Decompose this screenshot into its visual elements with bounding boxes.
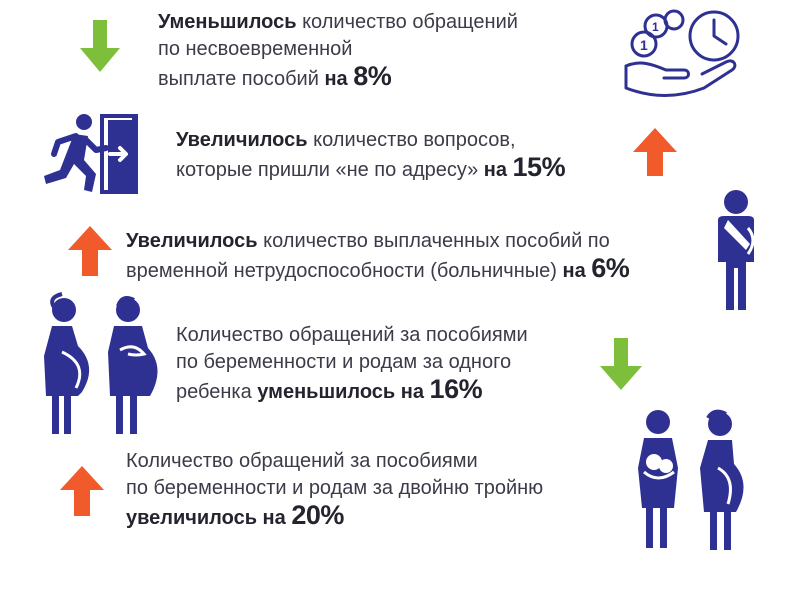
text-line: Количество обращений за пособиями bbox=[176, 324, 528, 346]
text-line: которые пришли «не по адресу» на 15% bbox=[176, 152, 566, 182]
stat-item-maternity-single: Количество обращений за пособиями по бер… bbox=[176, 322, 528, 406]
percent-value: 16% bbox=[429, 374, 483, 404]
percent-value: 8% bbox=[353, 61, 392, 91]
svg-text:1: 1 bbox=[652, 20, 659, 34]
text-line: по беременности и родам за одного bbox=[176, 351, 512, 373]
pregnant-women-twins-icon bbox=[628, 408, 752, 552]
down-arrow-icon bbox=[600, 338, 642, 390]
percent-value: 20% bbox=[291, 500, 344, 530]
exit-running-man-icon bbox=[40, 112, 144, 196]
stat-item-maternity-twins: Количество обращений за пособиями по бер… bbox=[126, 448, 543, 532]
text-line: выплате пособий на 8% bbox=[158, 61, 392, 91]
text-line: по беременности и родам за двойню тройню bbox=[126, 477, 544, 499]
text-line: Увеличилось количество вопросов, bbox=[176, 129, 516, 151]
pregnant-women-icon bbox=[38, 292, 166, 436]
text-line: временной нетрудоспособности (больничные… bbox=[126, 253, 630, 283]
coins-hand-clock-icon: 1 1 bbox=[622, 6, 750, 98]
percent-value: 15% bbox=[512, 152, 566, 182]
svg-text:1: 1 bbox=[640, 37, 648, 53]
stat-item-sick-leave: Увеличилось количество выплаченных пособ… bbox=[126, 228, 630, 285]
text-line: Количество обращений за пособиями bbox=[126, 450, 478, 472]
up-arrow-icon bbox=[633, 128, 677, 176]
text-line: по несвоевременной bbox=[158, 38, 353, 60]
down-arrow-icon bbox=[80, 20, 120, 72]
stat-item-wrong-address: Увеличилось количество вопросов, которые… bbox=[176, 127, 566, 184]
text-line: Уменьшилось количество обращений bbox=[158, 11, 518, 33]
injured-person-sling-icon bbox=[708, 188, 764, 314]
up-arrow-icon bbox=[60, 466, 104, 516]
stat-item-late-payment: Уменьшилось количество обращений по несв… bbox=[158, 9, 518, 93]
percent-value: 6% bbox=[591, 253, 630, 283]
text-line: увеличилось на 20% bbox=[126, 500, 344, 530]
text-line: ребенка уменьшилось на 16% bbox=[176, 374, 483, 404]
up-arrow-icon bbox=[68, 226, 112, 276]
text-line: Увеличилось количество выплаченных пособ… bbox=[126, 230, 610, 252]
